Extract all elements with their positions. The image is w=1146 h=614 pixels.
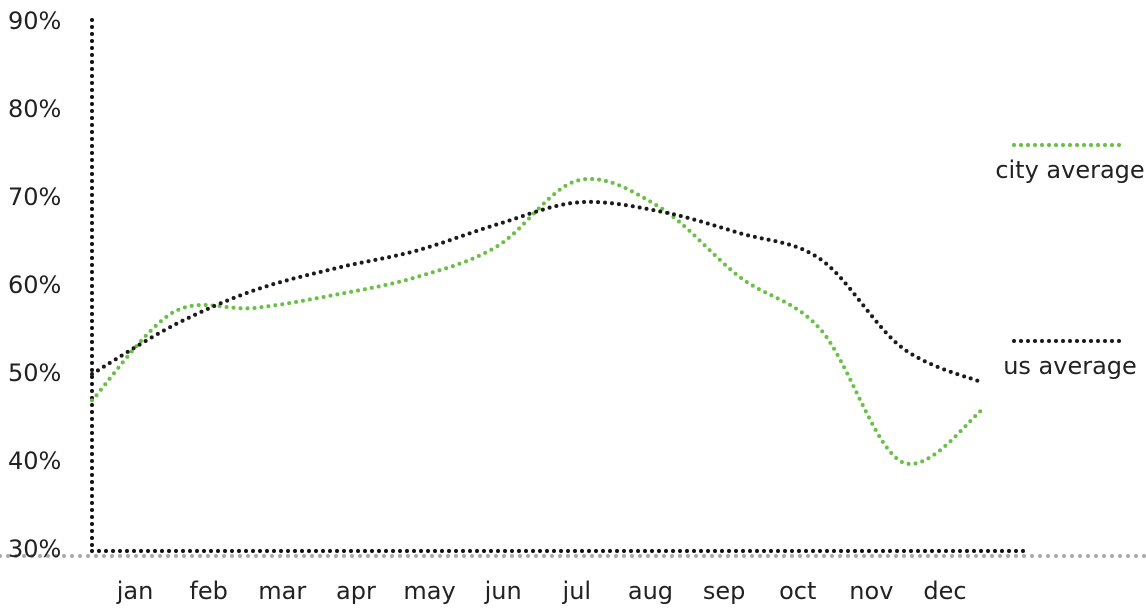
x-tick-label: jun (484, 577, 522, 605)
y-tick-label: 70% (8, 183, 61, 211)
x-tick-label: may (403, 577, 455, 605)
x-tick-label: oct (779, 577, 816, 605)
x-tick-label: mar (258, 577, 306, 605)
y-tick-label: 30% (8, 535, 61, 563)
legend-label: city average (995, 156, 1145, 184)
x-tick-label: sep (703, 577, 746, 605)
x-tick-label: feb (189, 577, 227, 605)
y-tick-label: 40% (8, 447, 61, 475)
y-tick-label: 80% (8, 95, 61, 123)
x-tick-label: jul (562, 577, 592, 605)
series-line (90, 199, 985, 385)
x-tick-label: nov (849, 577, 893, 605)
y-tick-label: 50% (8, 359, 61, 387)
x-tick-label: aug (628, 577, 673, 605)
x-tick-label: apr (336, 577, 376, 605)
legend-label: us average (1003, 352, 1137, 380)
series-line (90, 177, 985, 466)
y-tick-label: 60% (8, 271, 61, 299)
x-tick-label: jan (116, 577, 154, 605)
x-tick-label: dec (923, 577, 966, 605)
y-tick-label: 90% (8, 7, 61, 35)
